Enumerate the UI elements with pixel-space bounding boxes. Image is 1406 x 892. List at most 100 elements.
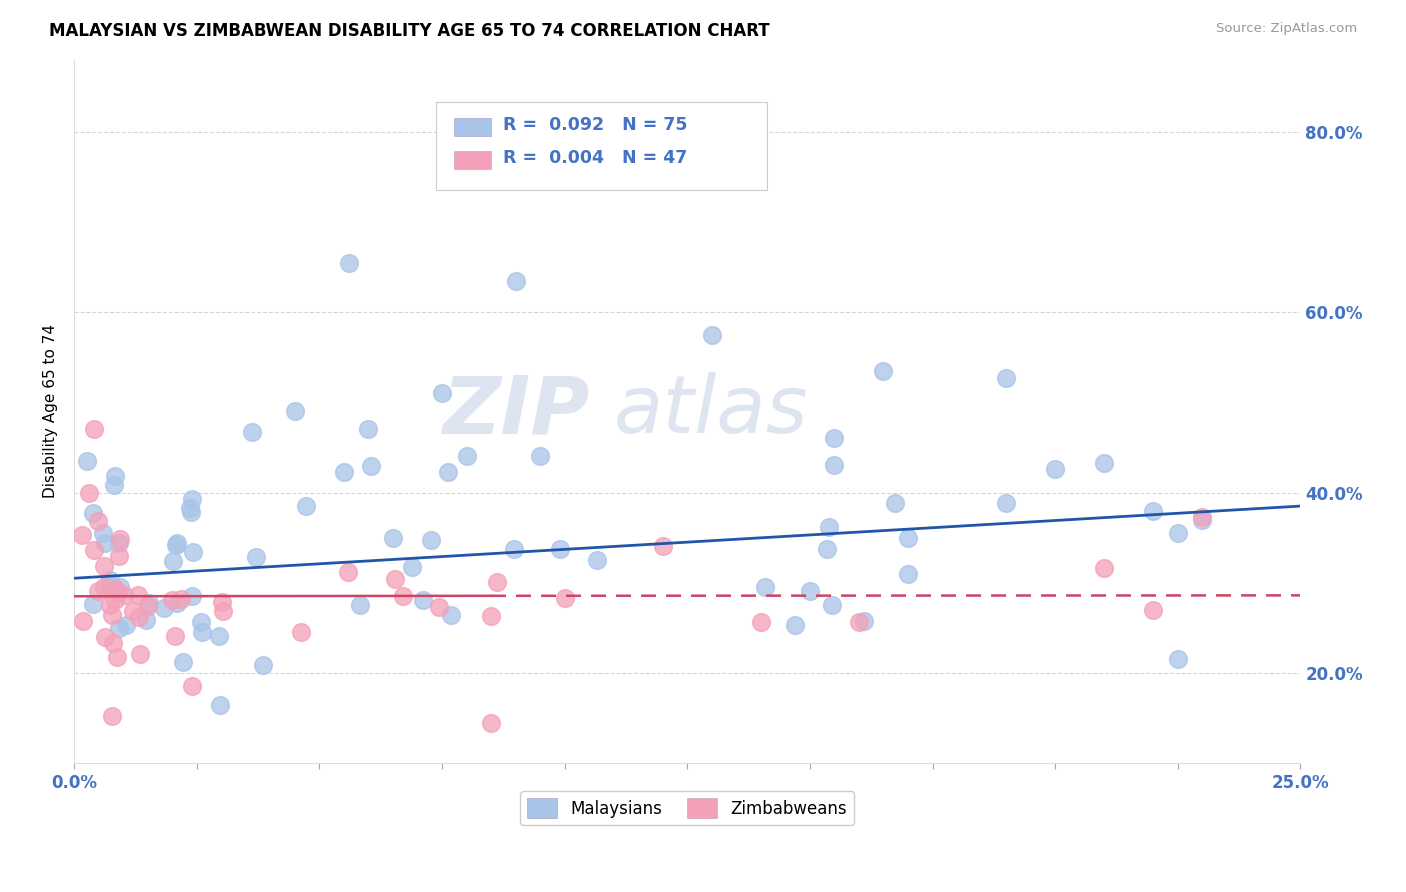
Bar: [454, 118, 491, 136]
Point: [284, 404, 307, 418]
Point: [401, 559, 423, 574]
Point: [440, 608, 463, 623]
Point: [479, 715, 502, 730]
Point: [112, 588, 135, 602]
Point: [93, 630, 115, 644]
Point: [108, 532, 131, 546]
Point: [94, 536, 117, 550]
Point: [104, 468, 127, 483]
Point: [1092, 456, 1115, 470]
Text: atlas: atlas: [613, 372, 808, 450]
Text: R =  0.092   N = 75: R = 0.092 N = 75: [503, 116, 688, 134]
Point: [815, 541, 838, 556]
Point: [87, 514, 110, 528]
Point: [502, 542, 524, 557]
Bar: [454, 151, 491, 169]
Point: [93, 581, 115, 595]
Point: [333, 465, 356, 479]
Point: [897, 531, 920, 545]
Point: [127, 588, 149, 602]
Point: [135, 613, 157, 627]
Point: [82, 506, 104, 520]
Point: [166, 536, 188, 550]
Point: [72, 614, 94, 628]
Point: [165, 629, 187, 643]
Point: [252, 657, 274, 672]
Point: [1142, 603, 1164, 617]
Point: [172, 655, 194, 669]
Point: [505, 274, 527, 288]
Point: [429, 599, 451, 614]
Point: [486, 575, 509, 590]
Point: [290, 624, 312, 639]
Point: [190, 615, 212, 629]
Point: [104, 582, 127, 596]
Point: [818, 520, 841, 534]
Point: [1142, 504, 1164, 518]
Point: [783, 618, 806, 632]
Point: [138, 596, 160, 610]
Point: [749, 615, 772, 629]
Point: [82, 597, 104, 611]
Point: [456, 450, 478, 464]
Point: [98, 598, 121, 612]
Point: [165, 538, 187, 552]
Point: [294, 499, 316, 513]
Point: [848, 615, 870, 630]
Point: [995, 496, 1018, 510]
Point: [162, 554, 184, 568]
Point: [412, 592, 434, 607]
Point: [179, 501, 201, 516]
Point: [93, 525, 115, 540]
Point: [77, 485, 100, 500]
Point: [208, 629, 231, 643]
Point: [872, 364, 894, 378]
Point: [479, 609, 502, 624]
Point: [108, 580, 131, 594]
Point: [101, 636, 124, 650]
Point: [103, 478, 125, 492]
Point: [853, 614, 876, 628]
Point: [1167, 525, 1189, 540]
Point: [392, 590, 415, 604]
Text: MALAYSIAN VS ZIMBABWEAN DISABILITY AGE 65 TO 74 CORRELATION CHART: MALAYSIAN VS ZIMBABWEAN DISABILITY AGE 6…: [49, 22, 770, 40]
Point: [240, 425, 263, 439]
Y-axis label: Disability Age 65 to 74: Disability Age 65 to 74: [44, 325, 58, 499]
Point: [129, 647, 152, 661]
Point: [586, 553, 609, 567]
Point: [754, 580, 776, 594]
Point: [180, 492, 202, 507]
Point: [83, 543, 105, 558]
Point: [104, 592, 127, 607]
Point: [108, 549, 131, 563]
Point: [529, 450, 551, 464]
Point: [169, 591, 191, 606]
Point: [83, 422, 105, 436]
FancyBboxPatch shape: [436, 102, 766, 190]
Point: [823, 458, 845, 473]
Point: [105, 649, 128, 664]
Point: [700, 327, 723, 342]
Point: [108, 536, 131, 550]
Point: [98, 574, 121, 588]
Point: [1092, 561, 1115, 575]
Point: [430, 386, 453, 401]
Point: [136, 599, 159, 613]
Point: [436, 465, 458, 479]
Point: [823, 432, 845, 446]
Point: [180, 505, 202, 519]
Point: [98, 579, 121, 593]
Legend: Malaysians, Zimbabweans: Malaysians, Zimbabweans: [520, 791, 853, 825]
Point: [122, 604, 145, 618]
Point: [93, 559, 115, 574]
Point: [208, 698, 231, 712]
Point: [191, 625, 214, 640]
Point: [382, 531, 405, 545]
Point: [550, 542, 572, 557]
Point: [360, 459, 382, 474]
Point: [384, 572, 406, 586]
Point: [357, 422, 380, 436]
Point: [1191, 509, 1213, 524]
Point: [1043, 461, 1066, 475]
Point: [1167, 652, 1189, 666]
